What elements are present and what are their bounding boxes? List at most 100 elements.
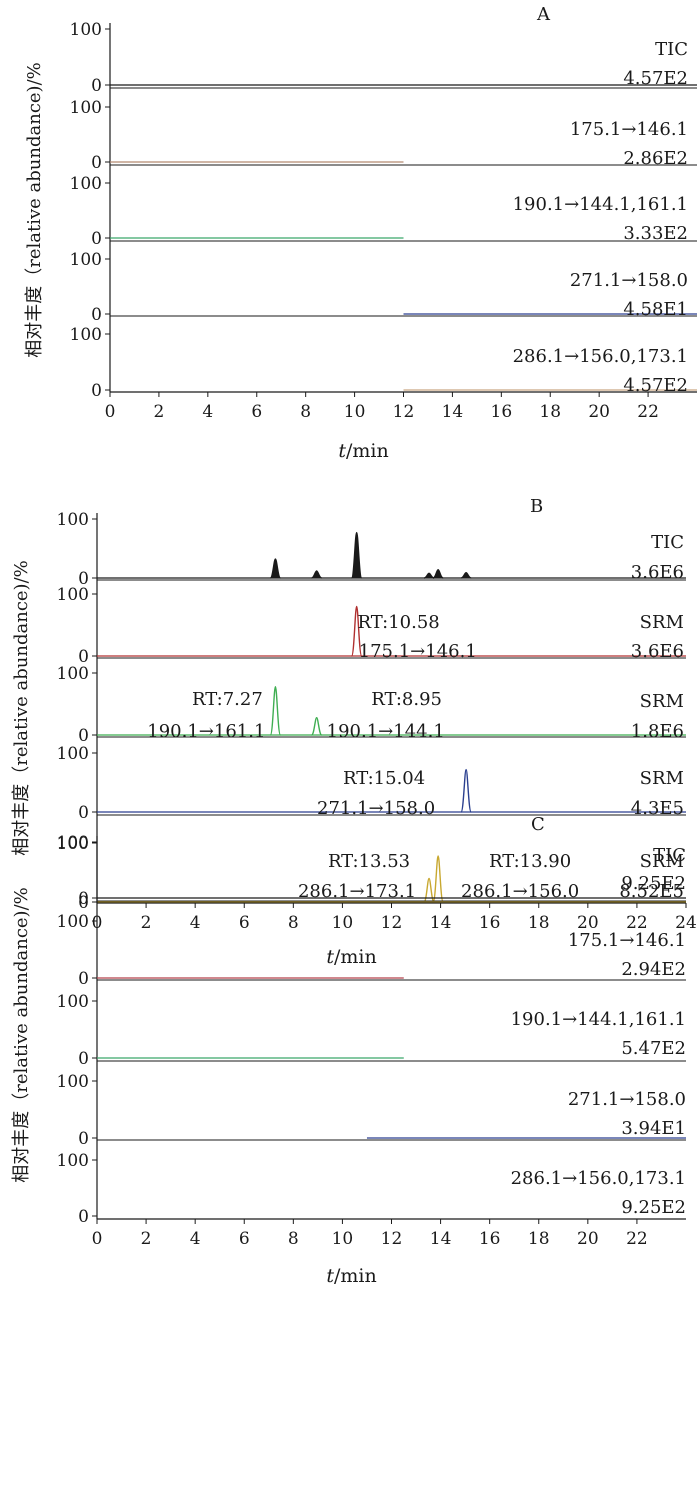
y-tick-label: 0 — [78, 1207, 89, 1227]
x-tick-label: 20 — [577, 913, 599, 933]
y-tick-label: 0 — [91, 76, 102, 96]
panel-a: A1000TIC4.57E21000175.1→146.12.86E210001… — [24, 4, 697, 462]
y-tick-label: 100 — [57, 744, 89, 764]
y-tick-label: 0 — [78, 893, 89, 913]
chromatogram-peak — [350, 605, 363, 657]
chromatogram-peak — [269, 685, 282, 736]
transition-label: 286.1→156.0 — [461, 881, 579, 902]
trace-label: 271.1→158.0 — [570, 270, 688, 291]
x-tick-label: 14 — [442, 402, 464, 422]
x-tick-label: 2 — [154, 402, 165, 422]
x-tick-label: 12 — [381, 913, 403, 933]
x-tick-label: 0 — [92, 1229, 103, 1249]
chromatogram-peak — [350, 531, 363, 579]
trace-intensity-label: 8.52E5 — [619, 881, 684, 902]
x-tick-label: 10 — [332, 1229, 354, 1249]
trace-intensity-label: 3.6E6 — [631, 641, 684, 662]
x-tick-label: 14 — [430, 913, 452, 933]
x-tick-label: 4 — [190, 913, 201, 933]
trace-label: SRM — [640, 612, 684, 633]
chromatogram-peak — [269, 558, 282, 579]
trace-5: 100 0 286.1→156.0,173.1 4.57E2 — [70, 325, 697, 401]
trace-5: 100 0 SRM 8.52E5 RT:13.53 286.1→173.1 RT:13.90… — [57, 834, 686, 913]
y-tick-label: 100 — [57, 585, 89, 605]
x-tick-label: 12 — [393, 402, 415, 422]
y-tick-label: 100 — [57, 834, 89, 854]
x-tick-label: 18 — [528, 913, 550, 933]
x-tick-label: 22 — [626, 913, 648, 933]
chromatogram-peak — [423, 572, 435, 579]
x-tick-label: 22 — [626, 1229, 648, 1249]
trace-intensity-label: 1.8E6 — [631, 721, 684, 742]
trace-intensity-label: 9.25E2 — [621, 873, 686, 894]
x-tick-label: 8 — [288, 913, 299, 933]
trace-2: 100 0 175.1→146.1 2.94E2 — [57, 912, 686, 989]
y-axis-title: 相对丰度（relative abundance)/% — [11, 560, 32, 856]
x-tick-label: 4 — [202, 402, 213, 422]
x-tick-label: 16 — [479, 1229, 501, 1249]
y-tick-label: 0 — [78, 969, 89, 989]
trace-intensity-label: 4.3E5 — [631, 798, 684, 819]
x-tick-label: 16 — [491, 402, 513, 422]
y-tick-label: 0 — [91, 229, 102, 249]
trace-4: 100 0 271.1→158.0 3.94E1 — [57, 1072, 686, 1149]
chromatogram-peak — [460, 571, 472, 579]
x-tick-label: 2 — [141, 913, 152, 933]
x-tick-label: 6 — [239, 1229, 250, 1249]
trace-intensity-label: 3.33E2 — [623, 223, 688, 244]
trace-5: 100 0 286.1→156.0,173.1 9.25E2 — [57, 1151, 686, 1227]
panel-label: B — [530, 496, 543, 517]
chromatogram-peak — [423, 877, 435, 903]
x-tick-label: 10 — [332, 913, 354, 933]
retention-time-label: RT:7.27 — [192, 689, 263, 710]
chromatogram-peak — [432, 855, 444, 903]
y-tick-label: 100 — [57, 1151, 89, 1171]
trace-1: 100 0 TIC 3.6E6 — [57, 510, 686, 589]
y-tick-label: 0 — [78, 1129, 89, 1149]
trace-2: 100 0 175.1→146.1 2.86E2 — [70, 98, 688, 173]
x-tick-label: 20 — [588, 402, 610, 422]
x-axis-title: t/min — [326, 1265, 376, 1287]
x-axis-unit: /min — [334, 1265, 377, 1287]
x-tick-label: 22 — [637, 402, 659, 422]
y-tick-label: 0 — [91, 153, 102, 173]
y-tick-label: 100 — [57, 992, 89, 1012]
y-axis-title: 相对丰度（relative abundance)/% — [24, 62, 45, 358]
trace-label: 286.1→156.0,173.1 — [513, 346, 688, 367]
transition-label: 190.1→161.1 — [147, 721, 265, 742]
trace-label: 286.1→156.0,173.1 — [511, 1168, 686, 1189]
trace-label: SRM — [640, 851, 684, 872]
trace-intensity-label: 4.58E1 — [623, 299, 688, 320]
y-tick-label: 0 — [91, 381, 102, 401]
trace-label: SRM — [640, 768, 684, 789]
trace-1: 100 0 TIC 4.57E2 — [70, 20, 697, 96]
x-axis-unit: /min — [334, 946, 377, 968]
trace-2: 100 0 SRM 3.6E6 RT:10.58 175.1→146.1 — [57, 585, 686, 667]
x-tick-label: 10 — [344, 402, 366, 422]
x-axis-variable: t — [338, 440, 346, 462]
y-tick-label: 100 — [57, 833, 89, 853]
trace-intensity-label: 3.94E1 — [621, 1118, 686, 1139]
transition-label: 286.1→173.1 — [298, 881, 416, 902]
chromatogram-peak — [310, 716, 323, 736]
y-tick-label: 100 — [57, 912, 89, 932]
y-tick-label: 100 — [70, 98, 102, 118]
y-tick-label: 100 — [70, 174, 102, 194]
x-tick-label: 14 — [430, 1229, 452, 1249]
x-tick-label: 6 — [251, 402, 262, 422]
x-axis-variable: t — [326, 1265, 334, 1287]
trace-4: 100 0 SRM 4.3E5 RT:15.04 271.1→158.0 — [57, 744, 686, 823]
x-tick-label: 4 — [190, 1229, 201, 1249]
x-tick-label: 20 — [577, 1229, 599, 1249]
trace-label: 175.1→146.1 — [568, 930, 686, 951]
panel-c: C1000TIC9.25E21000175.1→146.12.94E210001… — [11, 814, 686, 1287]
y-tick-label: 100 — [70, 325, 102, 345]
x-tick-label: 2 — [141, 1229, 152, 1249]
x-tick-label: 0 — [105, 402, 116, 422]
retention-time-label: RT:8.95 — [371, 689, 442, 710]
retention-time-label: RT:10.58 — [358, 612, 440, 633]
trace-label: SRM — [640, 691, 684, 712]
y-tick-label: 0 — [78, 647, 89, 667]
x-tick-label: 24 — [675, 913, 697, 933]
transition-label: 271.1→158.0 — [317, 798, 435, 819]
